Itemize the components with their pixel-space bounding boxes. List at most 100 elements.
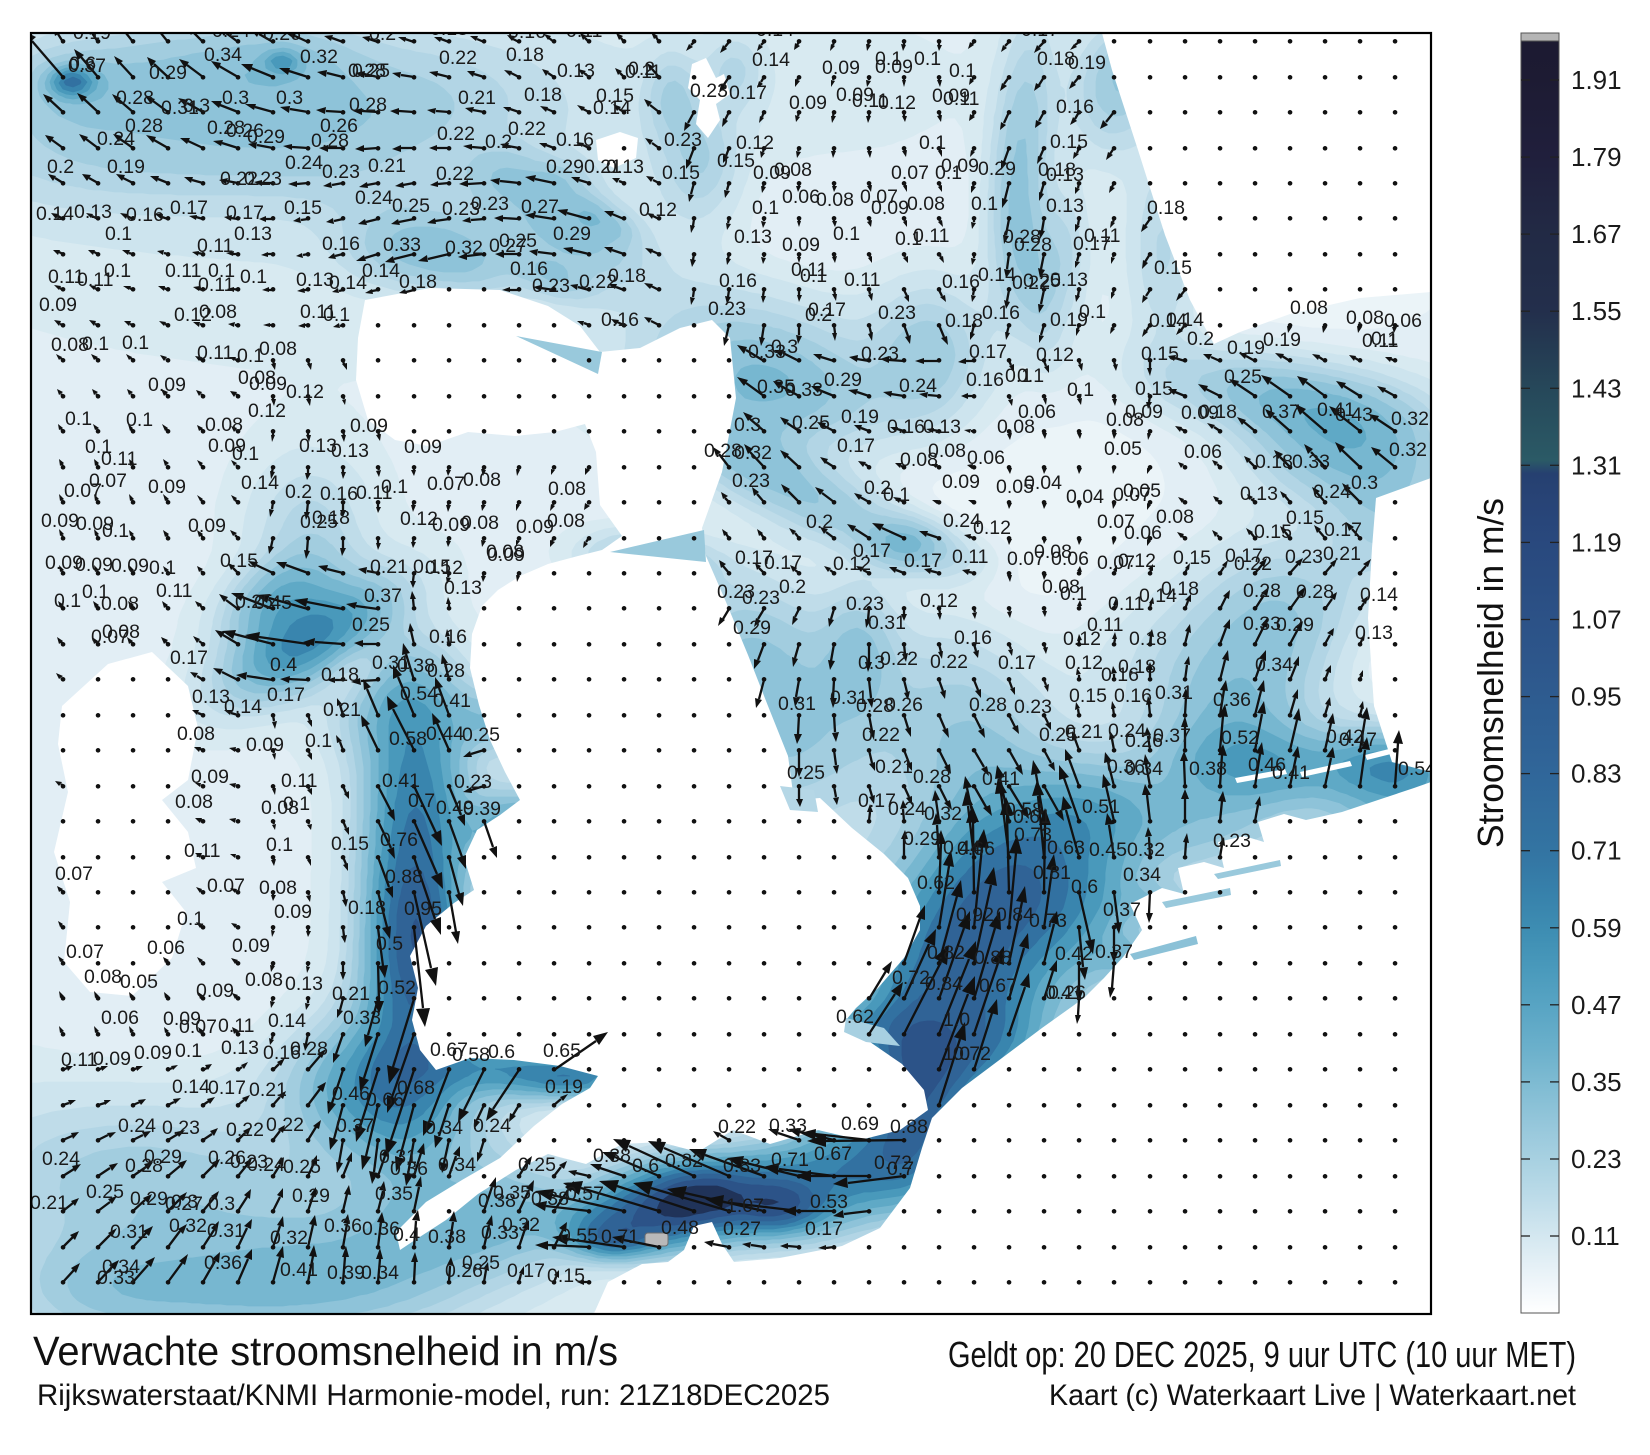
svg-text:0.36: 0.36	[1107, 756, 1145, 778]
svg-text:0.1: 0.1	[919, 132, 946, 154]
svg-text:0.38: 0.38	[531, 1188, 569, 1210]
svg-text:Stroomsnelheid in m/s: Stroomsnelheid in m/s	[1470, 498, 1511, 848]
svg-text:0.19: 0.19	[73, 22, 111, 44]
svg-text:0.15: 0.15	[596, 85, 634, 107]
svg-text:0.31: 0.31	[161, 97, 199, 119]
svg-text:0.09: 0.09	[822, 57, 860, 79]
svg-text:0.13: 0.13	[444, 577, 482, 599]
svg-text:0.82: 0.82	[927, 942, 965, 964]
svg-text:0.83: 0.83	[1571, 759, 1622, 789]
svg-text:0.31: 0.31	[372, 652, 410, 674]
svg-text:0.21: 0.21	[875, 756, 913, 778]
svg-text:0.15: 0.15	[547, 1265, 585, 1287]
svg-text:0.08: 0.08	[461, 512, 499, 534]
svg-text:0.11: 0.11	[852, 90, 889, 112]
svg-text:0.11: 0.11	[197, 342, 234, 364]
svg-text:0.23: 0.23	[1285, 546, 1323, 568]
svg-text:0.12: 0.12	[973, 517, 1011, 539]
svg-text:0.11: 0.11	[198, 274, 235, 296]
svg-text:0.07: 0.07	[207, 875, 245, 897]
svg-text:0.32: 0.32	[734, 442, 772, 464]
svg-text:0.09: 0.09	[1125, 401, 1163, 423]
svg-text:0.09: 0.09	[208, 435, 246, 457]
svg-text:0.24: 0.24	[888, 798, 926, 820]
svg-text:0.36: 0.36	[390, 1158, 428, 1180]
svg-text:0.69: 0.69	[841, 1113, 879, 1135]
svg-text:0.24: 0.24	[943, 510, 981, 532]
svg-text:0.92: 0.92	[956, 904, 994, 926]
svg-text:0.11: 0.11	[791, 259, 828, 281]
svg-text:0.08: 0.08	[547, 510, 585, 532]
svg-text:0.09: 0.09	[836, 84, 874, 106]
svg-text:0.07: 0.07	[1007, 548, 1045, 570]
svg-text:0.24: 0.24	[247, 1154, 285, 1176]
svg-text:0.17: 0.17	[998, 652, 1036, 674]
svg-text:0.19: 0.19	[841, 406, 879, 428]
svg-text:0.12: 0.12	[920, 590, 958, 612]
svg-text:0.08: 0.08	[900, 449, 938, 471]
svg-text:0.17: 0.17	[170, 647, 208, 669]
svg-text:0.09: 0.09	[93, 1048, 131, 1070]
svg-text:0.07: 0.07	[1113, 484, 1151, 506]
svg-text:0.22: 0.22	[220, 168, 258, 190]
svg-text:0.1: 0.1	[102, 520, 129, 542]
svg-text:0.15: 0.15	[1141, 343, 1179, 365]
svg-text:0.08: 0.08	[1042, 576, 1080, 598]
svg-text:0.32: 0.32	[270, 1227, 308, 1249]
svg-text:0.2: 0.2	[1187, 328, 1214, 350]
svg-text:0.08: 0.08	[205, 414, 243, 436]
svg-text:0.55: 0.55	[560, 1225, 598, 1247]
svg-text:0.58: 0.58	[389, 728, 427, 750]
svg-text:0.53: 0.53	[810, 1191, 848, 1213]
svg-text:0.18: 0.18	[1161, 578, 1199, 600]
svg-text:0.6: 0.6	[632, 1155, 659, 1177]
svg-text:0.29: 0.29	[824, 369, 862, 391]
svg-text:0.19: 0.19	[1227, 337, 1265, 359]
svg-text:0.13: 0.13	[923, 416, 961, 438]
svg-text:0.08: 0.08	[259, 338, 297, 360]
svg-text:0.26: 0.26	[226, 120, 264, 142]
svg-text:0.2: 0.2	[779, 576, 806, 598]
svg-text:0.25: 0.25	[352, 60, 390, 82]
svg-text:0.08: 0.08	[816, 189, 854, 211]
svg-text:0.15: 0.15	[1173, 547, 1211, 569]
svg-text:0.23: 0.23	[878, 302, 916, 324]
svg-text:0.32: 0.32	[300, 46, 338, 68]
svg-text:0.67: 0.67	[430, 1039, 468, 1061]
svg-text:0.24: 0.24	[899, 375, 937, 397]
svg-text:0.18: 0.18	[1199, 401, 1237, 423]
svg-text:0.19: 0.19	[1050, 309, 1088, 331]
svg-text:0.33: 0.33	[1292, 451, 1330, 473]
svg-text:0.84: 0.84	[925, 973, 963, 995]
svg-text:0.26: 0.26	[302, 15, 340, 37]
svg-text:0.23: 0.23	[454, 771, 492, 793]
svg-text:0.12: 0.12	[1118, 550, 1156, 572]
svg-text:0.33: 0.33	[785, 379, 823, 401]
svg-text:0.13: 0.13	[331, 440, 369, 462]
svg-text:0.08: 0.08	[997, 416, 1035, 438]
svg-text:0.21: 0.21	[458, 87, 496, 109]
svg-text:0.23: 0.23	[708, 298, 746, 320]
svg-text:0.26: 0.26	[320, 115, 358, 137]
svg-text:0.14: 0.14	[224, 696, 262, 718]
svg-text:0.05: 0.05	[1123, 480, 1161, 502]
svg-text:0.65: 0.65	[543, 1040, 581, 1062]
svg-text:0.12: 0.12	[736, 132, 774, 154]
svg-text:0.22: 0.22	[862, 724, 900, 746]
svg-text:0.63: 0.63	[1047, 837, 1085, 859]
svg-text:0.08: 0.08	[51, 334, 89, 356]
svg-text:0.14: 0.14	[978, 264, 1016, 286]
svg-text:Rijkswaterstaat/KNMI Harmonie-: Rijkswaterstaat/KNMI Harmonie-model, run…	[37, 1379, 830, 1412]
svg-text:0.09: 0.09	[753, 162, 791, 184]
svg-text:0.23: 0.23	[442, 198, 480, 220]
svg-text:0.12: 0.12	[1036, 344, 1074, 366]
svg-text:0.19: 0.19	[1263, 329, 1301, 351]
svg-text:0.15: 0.15	[1135, 378, 1173, 400]
svg-text:0.15: 0.15	[1069, 685, 1107, 707]
svg-text:0.09: 0.09	[76, 513, 114, 535]
svg-text:0.12: 0.12	[248, 400, 286, 422]
svg-text:0.11: 0.11	[184, 840, 221, 862]
svg-text:0.07: 0.07	[64, 480, 102, 502]
svg-text:0.37: 0.37	[1103, 899, 1141, 921]
svg-text:0.3: 0.3	[222, 87, 249, 109]
